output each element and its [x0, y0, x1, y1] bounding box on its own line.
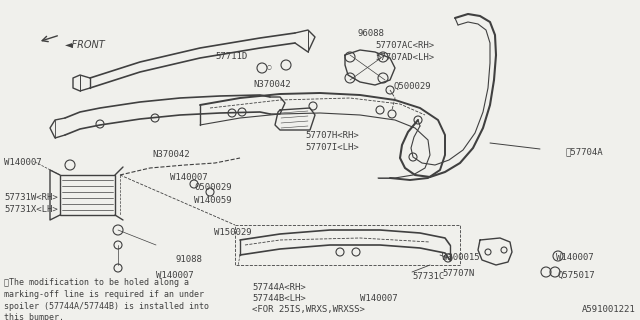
- Text: ○: ○: [267, 64, 272, 69]
- Text: 57711D: 57711D: [215, 52, 247, 61]
- Text: Q575017: Q575017: [557, 271, 595, 280]
- Text: W140007: W140007: [156, 271, 194, 280]
- Text: A591001221: A591001221: [582, 305, 636, 314]
- Text: 57707H<RH>: 57707H<RH>: [305, 131, 359, 140]
- Text: ◄FRONT: ◄FRONT: [65, 40, 106, 50]
- Text: N370042: N370042: [253, 80, 291, 89]
- Text: 57731C: 57731C: [412, 272, 444, 281]
- Text: W150029: W150029: [214, 228, 252, 237]
- Text: 57707AC<RH>: 57707AC<RH>: [375, 41, 434, 50]
- Text: W300015: W300015: [442, 253, 479, 262]
- Text: 57744A<RH>: 57744A<RH>: [252, 283, 306, 292]
- Text: W140007: W140007: [556, 253, 594, 262]
- Text: Q500029: Q500029: [393, 82, 431, 91]
- Text: W140007: W140007: [170, 173, 207, 182]
- Text: W140059: W140059: [194, 196, 232, 205]
- Text: N370042: N370042: [152, 150, 189, 159]
- Text: 57731X<LH>: 57731X<LH>: [4, 205, 58, 214]
- Text: W140007: W140007: [360, 294, 397, 303]
- Bar: [60, 175, 115, 215]
- Text: 57731W<RH>: 57731W<RH>: [4, 193, 58, 202]
- Text: W140007: W140007: [4, 158, 42, 167]
- Text: 57707AD<LH>: 57707AD<LH>: [375, 53, 434, 62]
- Text: 57707I<LH>: 57707I<LH>: [305, 143, 359, 152]
- Text: 57707N: 57707N: [442, 269, 474, 278]
- Text: 0500029: 0500029: [194, 183, 232, 192]
- Text: 57744B<LH>: 57744B<LH>: [252, 294, 306, 303]
- Text: 96088: 96088: [357, 29, 384, 38]
- Text: ※57704A: ※57704A: [565, 147, 603, 156]
- Text: <FOR 25IS,WRXS,WRXSS>: <FOR 25IS,WRXS,WRXSS>: [252, 305, 365, 314]
- Text: 91088: 91088: [175, 255, 202, 264]
- Text: ※The modification to be holed along a
marking-off line is required if an under
s: ※The modification to be holed along a ma…: [4, 278, 209, 320]
